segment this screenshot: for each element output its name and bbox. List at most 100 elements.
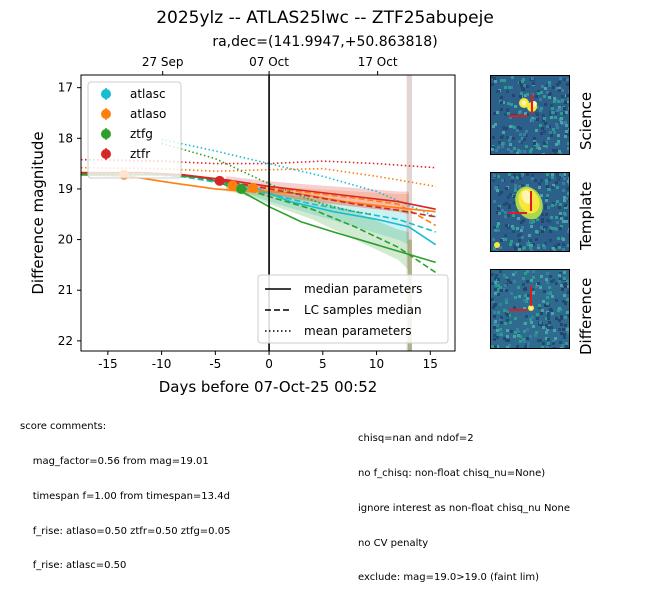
noise-pixel xyxy=(540,179,543,182)
noise-pixel xyxy=(514,296,517,299)
noise-pixel xyxy=(558,319,561,322)
noise-pixel xyxy=(559,77,562,80)
noise-pixel xyxy=(535,230,538,233)
noise-pixel xyxy=(509,143,512,146)
noise-pixel xyxy=(503,203,506,206)
legend-marker-ztfr xyxy=(101,149,111,159)
noise-pixel xyxy=(523,84,526,87)
noise-pixel xyxy=(534,334,537,337)
noise-pixel xyxy=(523,330,526,333)
noise-pixel xyxy=(511,225,514,228)
noise-pixel xyxy=(543,130,546,133)
noise-pixel xyxy=(493,77,496,80)
noise-pixel xyxy=(497,293,500,296)
x-tick-label: 15 xyxy=(423,357,438,371)
noise-pixel xyxy=(522,219,525,222)
noise-pixel xyxy=(548,178,551,181)
noise-pixel xyxy=(554,337,557,340)
noise-pixel xyxy=(505,301,508,304)
noise-pixel xyxy=(551,227,554,230)
noise-pixel xyxy=(531,288,534,291)
noise-pixel xyxy=(539,109,542,112)
noise-pixel xyxy=(524,294,527,297)
noise-pixel xyxy=(520,84,523,87)
noise-pixel xyxy=(516,227,519,230)
noise-pixel xyxy=(558,150,561,153)
noise-pixel xyxy=(566,311,569,314)
noise-pixel xyxy=(565,197,568,200)
noise-pixel xyxy=(493,112,496,115)
noise-pixel xyxy=(534,117,537,120)
comment-line: ignore interest as non-float chisq_nu No… xyxy=(358,502,571,514)
noise-pixel xyxy=(506,90,509,93)
noise-pixel xyxy=(563,112,566,115)
noise-pixel xyxy=(561,344,564,347)
noise-pixel xyxy=(520,221,523,224)
noise-pixel xyxy=(521,184,524,187)
noise-pixel xyxy=(542,244,545,247)
noise-pixel xyxy=(562,243,565,246)
noise-pixel xyxy=(568,315,569,318)
noise-pixel xyxy=(493,247,496,250)
noise-pixel xyxy=(537,282,540,285)
noise-pixel xyxy=(514,331,517,334)
noise-pixel xyxy=(545,324,548,327)
noise-pixel xyxy=(496,189,499,192)
noise-pixel xyxy=(552,149,555,152)
noise-pixel xyxy=(495,149,498,152)
noise-pixel xyxy=(507,214,510,217)
noise-pixel xyxy=(563,78,566,81)
noise-pixel xyxy=(542,114,545,117)
noise-pixel xyxy=(559,152,562,154)
noise-pixel xyxy=(537,92,540,95)
noise-pixel xyxy=(492,238,495,241)
legend-label-ztfg: ztfg xyxy=(130,127,153,141)
noise-pixel xyxy=(551,111,554,114)
noise-pixel xyxy=(493,315,496,318)
noise-pixel xyxy=(559,212,562,215)
noise-pixel xyxy=(499,270,502,273)
noise-pixel xyxy=(505,187,508,190)
noise-pixel xyxy=(538,323,541,326)
noise-pixel xyxy=(535,331,538,334)
noise-pixel xyxy=(545,213,548,216)
noise-pixel xyxy=(567,133,569,136)
noise-pixel xyxy=(497,207,500,210)
noise-pixel xyxy=(524,322,527,325)
noise-pixel xyxy=(542,228,545,231)
noise-pixel xyxy=(552,279,555,282)
noise-pixel xyxy=(505,289,508,292)
noise-pixel xyxy=(560,317,563,320)
noise-pixel xyxy=(494,281,497,284)
noise-pixel xyxy=(507,226,510,229)
noise-pixel xyxy=(564,135,567,138)
noise-pixel xyxy=(521,173,524,176)
noise-pixel xyxy=(547,206,550,209)
noise-pixel xyxy=(524,272,527,275)
noise-pixel xyxy=(517,126,520,129)
noise-pixel xyxy=(557,243,560,246)
noise-pixel xyxy=(514,186,517,189)
x-axis-label: Days before 07-Oct-25 00:52 xyxy=(159,378,378,396)
noise-pixel xyxy=(505,339,508,342)
noise-pixel xyxy=(566,187,569,190)
noise-pixel xyxy=(565,280,568,283)
noise-pixel xyxy=(555,181,558,184)
noise-pixel xyxy=(558,89,561,92)
noise-pixel xyxy=(503,79,506,82)
noise-pixel xyxy=(513,251,516,252)
noise-pixel xyxy=(567,192,569,195)
noise-pixel xyxy=(547,312,550,315)
noise-pixel xyxy=(550,280,553,283)
noise-pixel xyxy=(517,330,520,333)
noise-pixel xyxy=(491,282,494,285)
noise-pixel xyxy=(552,86,555,89)
noise-pixel xyxy=(500,96,503,99)
noise-pixel xyxy=(553,347,556,348)
noise-pixel xyxy=(555,123,558,126)
noise-pixel xyxy=(523,138,526,141)
noise-pixel xyxy=(504,113,507,116)
noise-pixel xyxy=(561,95,564,98)
noise-pixel xyxy=(513,280,516,283)
noise-pixel xyxy=(518,174,521,177)
